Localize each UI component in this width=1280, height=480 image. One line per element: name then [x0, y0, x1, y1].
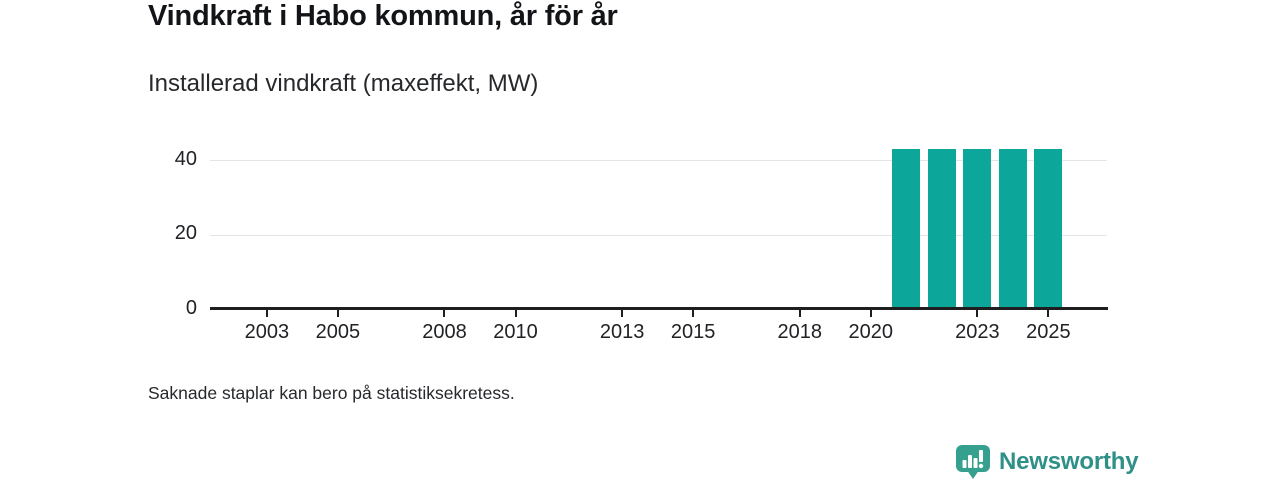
- y-tick-label-20: 20: [174, 222, 197, 245]
- x-axis-line: [210, 307, 1108, 310]
- newsworthy-logo: Newsworthy: [956, 445, 1139, 479]
- logo-bubble-shape: [956, 445, 990, 479]
- x-tick-label-2025: 2025: [1026, 321, 1071, 343]
- x-tick-2025: [1047, 310, 1050, 317]
- x-tick-2015: [692, 310, 695, 317]
- bar-2025: [1034, 149, 1063, 310]
- x-tick-label-2010: 2010: [493, 321, 538, 343]
- chart-footnote: Saknade staplar kan bero på statistiksek…: [148, 383, 515, 403]
- x-tick-label-2005: 2005: [315, 321, 361, 343]
- x-tick-2008: [443, 310, 446, 317]
- x-tick-2020: [869, 310, 872, 317]
- x-tick-label-2003: 2003: [244, 321, 290, 343]
- x-tick-label-2008: 2008: [422, 321, 467, 343]
- bar-2021: [892, 149, 921, 310]
- x-tick-label-2020: 2020: [848, 321, 894, 343]
- newsworthy-logo-text: Newsworthy: [999, 448, 1139, 475]
- x-tick-2018: [798, 310, 801, 317]
- y-tick-label-40: 40: [174, 147, 197, 170]
- x-tick-2005: [336, 310, 339, 317]
- x-tick-label-2015: 2015: [670, 321, 716, 343]
- x-tick-label-2018: 2018: [777, 321, 822, 343]
- chart-subtitle: Installerad vindkraft (maxeffekt, MW): [148, 70, 539, 97]
- x-tick-2003: [265, 310, 268, 317]
- bar-2022: [927, 149, 956, 310]
- x-tick-2023: [976, 310, 979, 317]
- bar-2023: [963, 149, 992, 310]
- chart-title: Vindkraft i Habo kommun, år för år: [148, 0, 618, 32]
- gridline-20: [210, 234, 1107, 236]
- bar-2024: [998, 149, 1027, 310]
- plot-area: [210, 140, 1107, 310]
- x-tick-label-2023: 2023: [955, 321, 1000, 343]
- x-tick-label-2013: 2013: [599, 321, 645, 343]
- newsworthy-speech-bubble-bar-chart-icon: [956, 445, 990, 479]
- gridline-40: [210, 160, 1107, 162]
- y-tick-label-0: 0: [185, 297, 197, 319]
- x-tick-2013: [621, 310, 624, 317]
- x-tick-2010: [514, 310, 517, 317]
